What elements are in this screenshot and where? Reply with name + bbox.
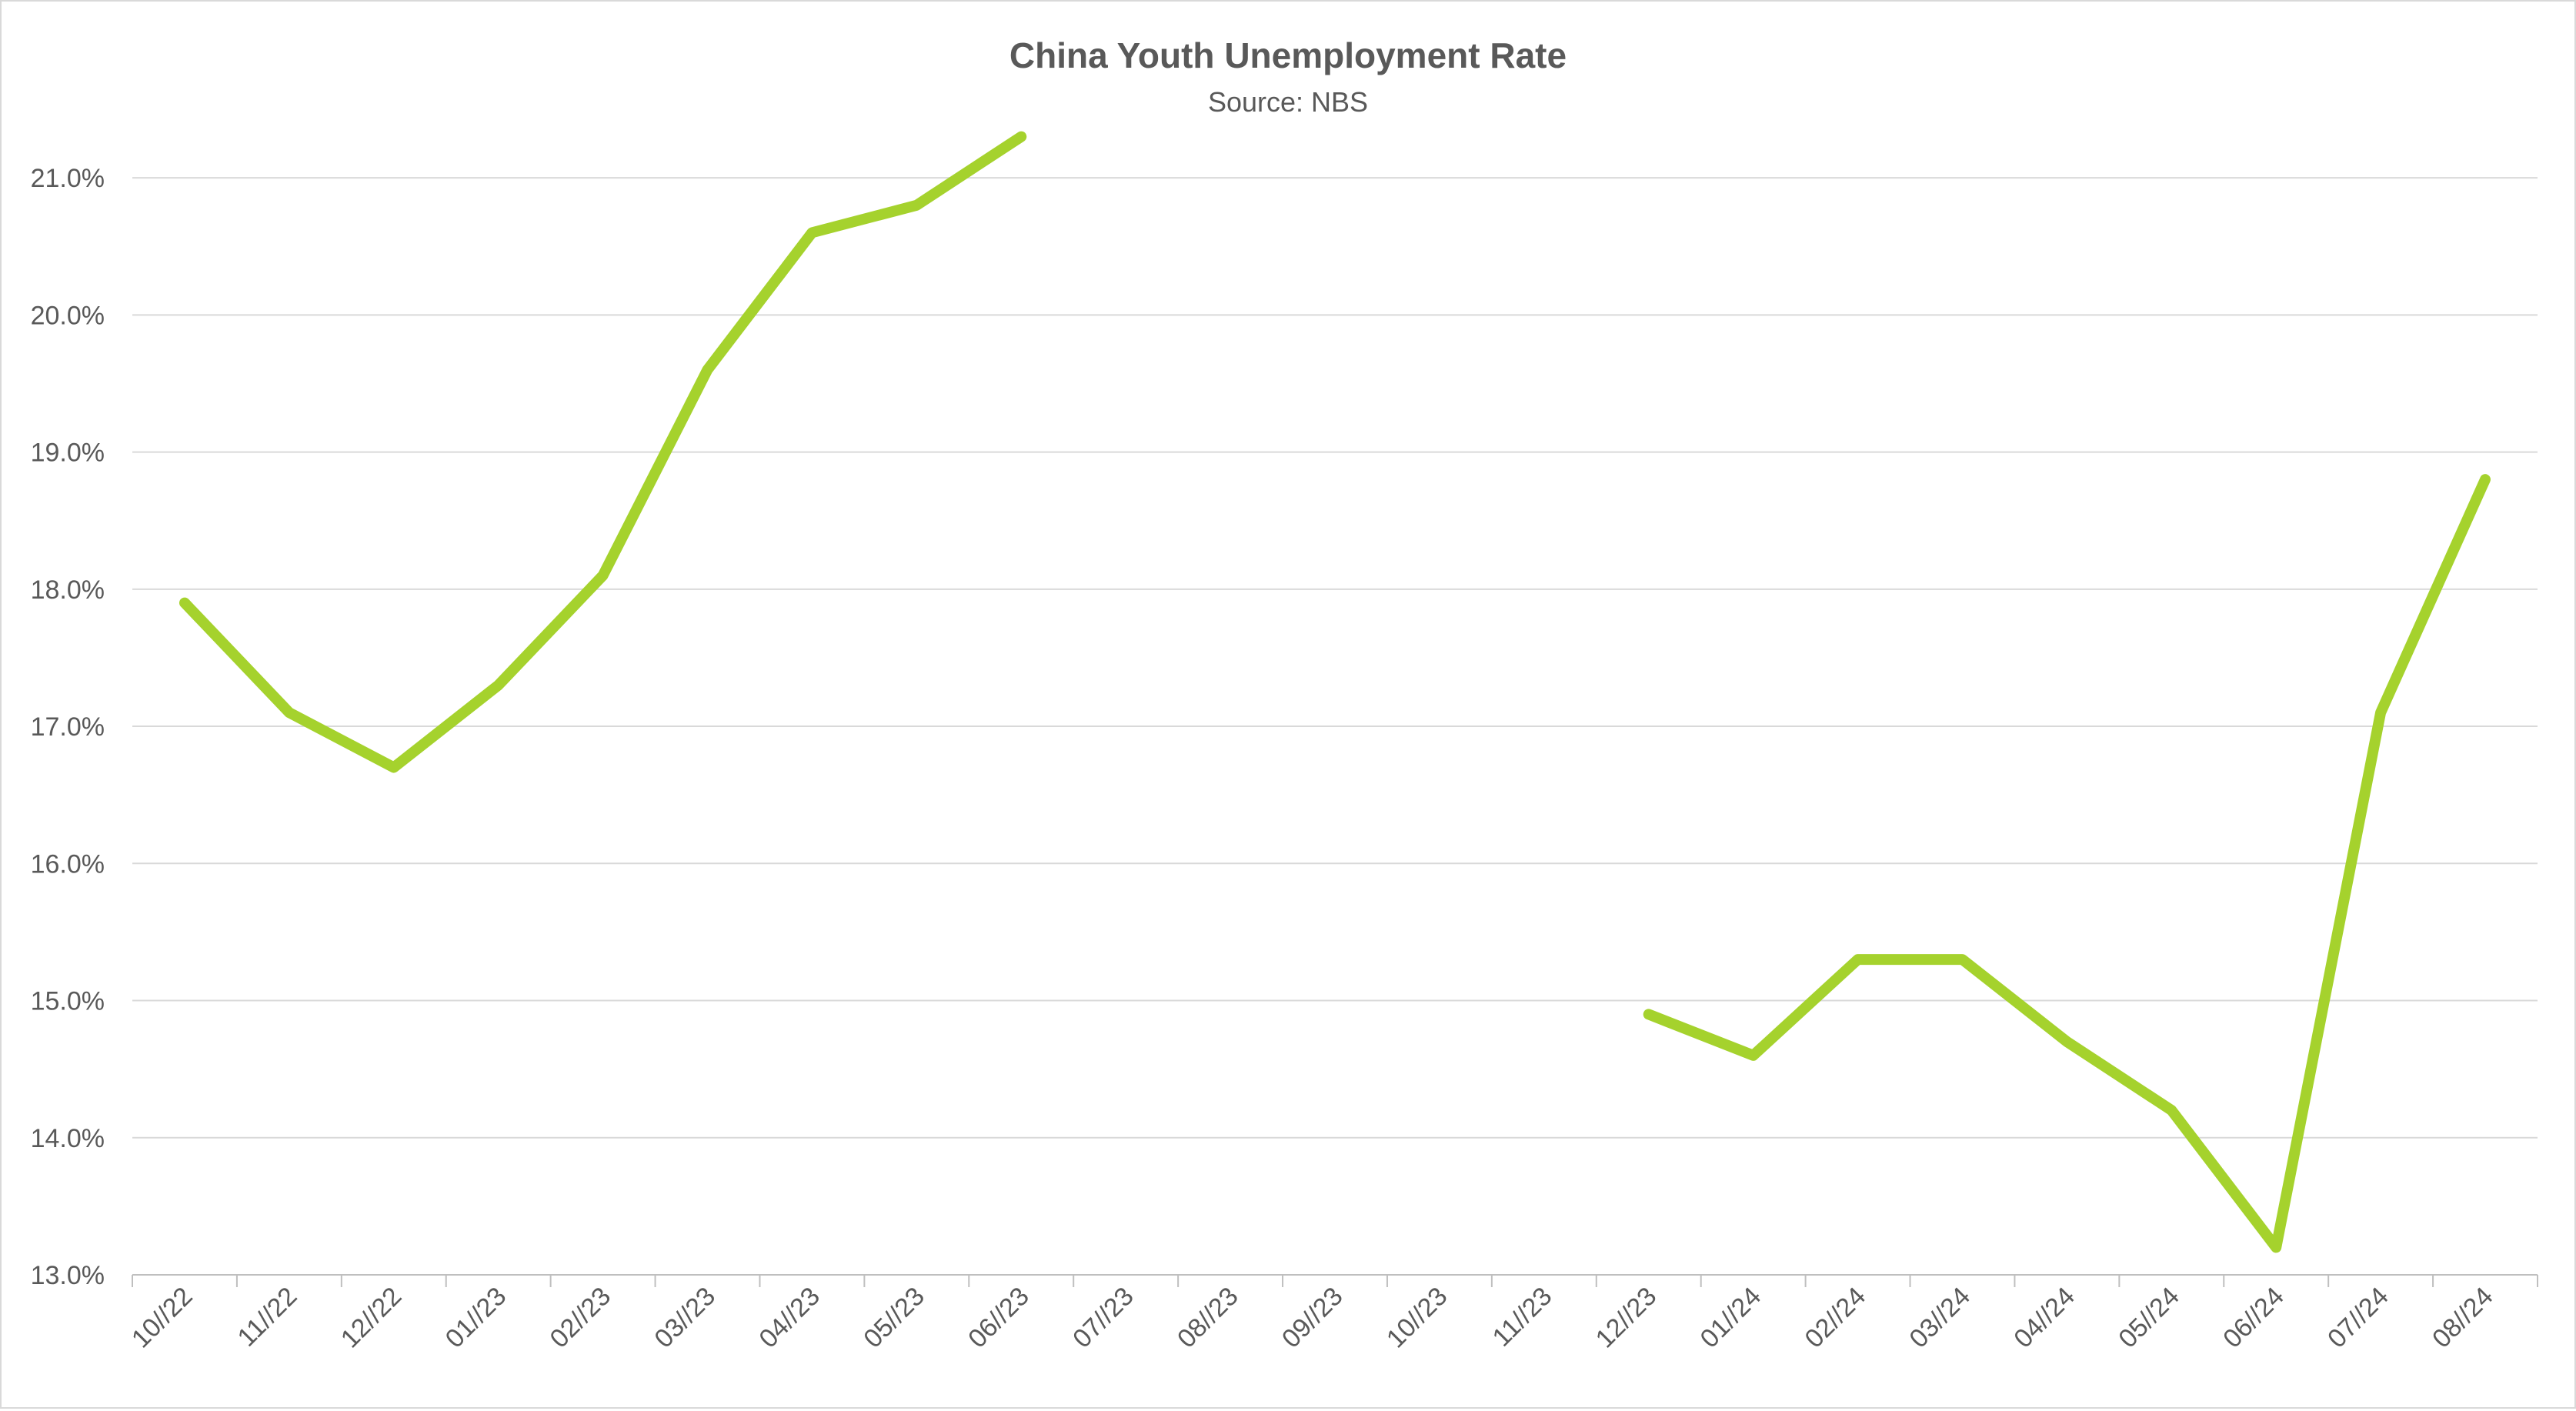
y-tick-label: 21.0%	[31, 164, 105, 193]
y-tick-label: 15.0%	[31, 987, 105, 1016]
x-tick-label: 06//24	[2217, 1282, 2290, 1354]
series-line-segment	[1643, 474, 2491, 1253]
x-tick-label: 02//23	[545, 1282, 617, 1354]
x-tick-label: 08//24	[2427, 1282, 2499, 1354]
x-tick-label: 04//23	[753, 1282, 826, 1354]
x-tick-label: 11//23	[1487, 1282, 1558, 1353]
x-tick-label: 11//22	[232, 1282, 303, 1353]
x-tick-label: 01//24	[1695, 1282, 1767, 1354]
y-tick-label: 14.0%	[31, 1124, 105, 1153]
x-tick-label: 10//23	[1381, 1282, 1453, 1354]
x-tick-label: 09//23	[1276, 1282, 1349, 1354]
series-line-segment	[179, 131, 1027, 773]
x-tick-label: 03//23	[649, 1282, 721, 1354]
series-lines	[179, 131, 2491, 1253]
y-tick-label: 18.0%	[31, 575, 105, 605]
x-tick-label: 03//24	[1904, 1282, 1976, 1354]
x-tick-label: 10//22	[126, 1282, 199, 1354]
x-tick-label: 05//23	[858, 1282, 930, 1354]
gridlines	[132, 177, 2538, 1139]
x-tick-label: 06//23	[963, 1282, 1035, 1354]
x-axis: 10//22 11//22 12//22 01//23 02//23 03//23 04//…	[126, 1274, 2538, 1354]
x-tick-label: 05//24	[2113, 1282, 2185, 1354]
y-tick-label: 13.0%	[31, 1261, 105, 1290]
x-tick-label: 12//23	[1590, 1282, 1663, 1354]
x-tick-label: 12//22	[335, 1282, 408, 1354]
y-tick-label: 17.0%	[31, 712, 105, 742]
y-tick-label: 19.0%	[31, 439, 105, 468]
chart-title: China Youth Unemployment Rate	[1009, 35, 1567, 75]
y-tick-label: 20.0%	[31, 301, 105, 330]
x-tick-label: 07//24	[2322, 1282, 2394, 1354]
chart-subtitle: Source: NBS	[1208, 86, 1368, 118]
x-tick-label: 01//23	[440, 1282, 512, 1354]
x-tick-label: 08//23	[1172, 1282, 1244, 1354]
x-tick-label: 04//24	[2008, 1282, 2080, 1354]
x-tick-label: 02//24	[1800, 1282, 1872, 1354]
y-tick-label: 16.0%	[31, 849, 105, 879]
x-tick-label: 07//23	[1067, 1282, 1140, 1354]
y-axis-ticks: 13.0% 14.0% 15.0% 16.0% 17.0% 18.0% 19.0% 20.0%…	[31, 164, 105, 1290]
